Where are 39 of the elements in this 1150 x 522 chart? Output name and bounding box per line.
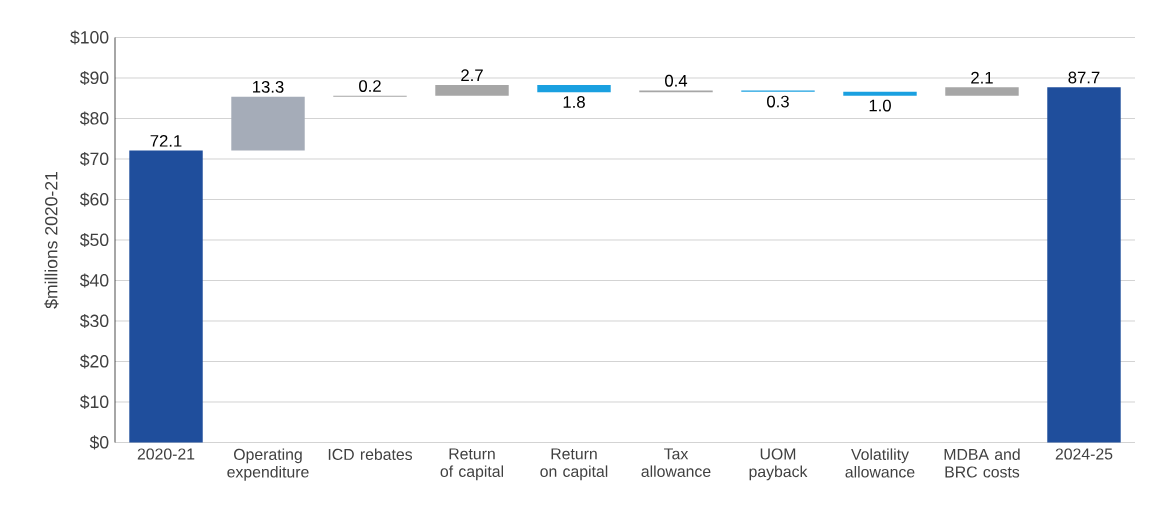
data-label: 0.2: [359, 79, 381, 92]
x-tick-label: 2020-21: [137, 448, 195, 460]
data-label: 1.0: [869, 99, 891, 112]
data-label: 2.1: [971, 71, 993, 84]
x-tick-label: Return on capital: [540, 448, 608, 480]
y-tick-label: $40: [79, 273, 109, 288]
y-tick-label: $20: [79, 354, 109, 369]
x-tick-label: MDBA and BRC costs: [944, 448, 1020, 478]
bar: [129, 150, 203, 443]
y-tick-label: $10: [79, 394, 109, 409]
data-label: 2.7: [461, 69, 483, 81]
bar: [843, 91, 917, 96]
bar: [1047, 87, 1121, 443]
bar: [231, 96, 305, 151]
x-tick-label: Volatility allowance: [845, 448, 915, 478]
x-tick-label: 2024-25: [1055, 448, 1113, 460]
x-tick-label: Return of capital: [440, 448, 504, 480]
data-label: 13.3: [253, 80, 284, 93]
y-tick-label: $100: [70, 30, 109, 45]
bar: [537, 84, 611, 92]
x-tick-label: Operating expenditure: [227, 448, 309, 481]
y-axis-title: $millions 2020-21: [44, 171, 59, 309]
data-label: 72.1: [150, 134, 182, 147]
y-tick-label: $60: [79, 192, 109, 207]
bar: [435, 84, 509, 96]
y-tick-label: $70: [79, 151, 109, 166]
data-label: 1.8: [563, 95, 585, 108]
y-tick-label: $30: [79, 313, 109, 328]
x-tick-label: ICD rebates: [328, 448, 413, 460]
bar: [945, 87, 1019, 96]
data-label: 0.3: [767, 95, 789, 108]
y-tick-label: $0: [89, 435, 109, 450]
data-label: 87.7: [1068, 71, 1100, 84]
data-label: 0.4: [665, 74, 688, 87]
x-tick-label: UOM payback: [749, 448, 808, 481]
y-tick-label: $90: [79, 70, 109, 85]
y-tick-label: $80: [79, 111, 109, 126]
y-tick-label: $50: [79, 232, 109, 247]
x-tick-label: Tax allowance: [641, 448, 711, 477]
